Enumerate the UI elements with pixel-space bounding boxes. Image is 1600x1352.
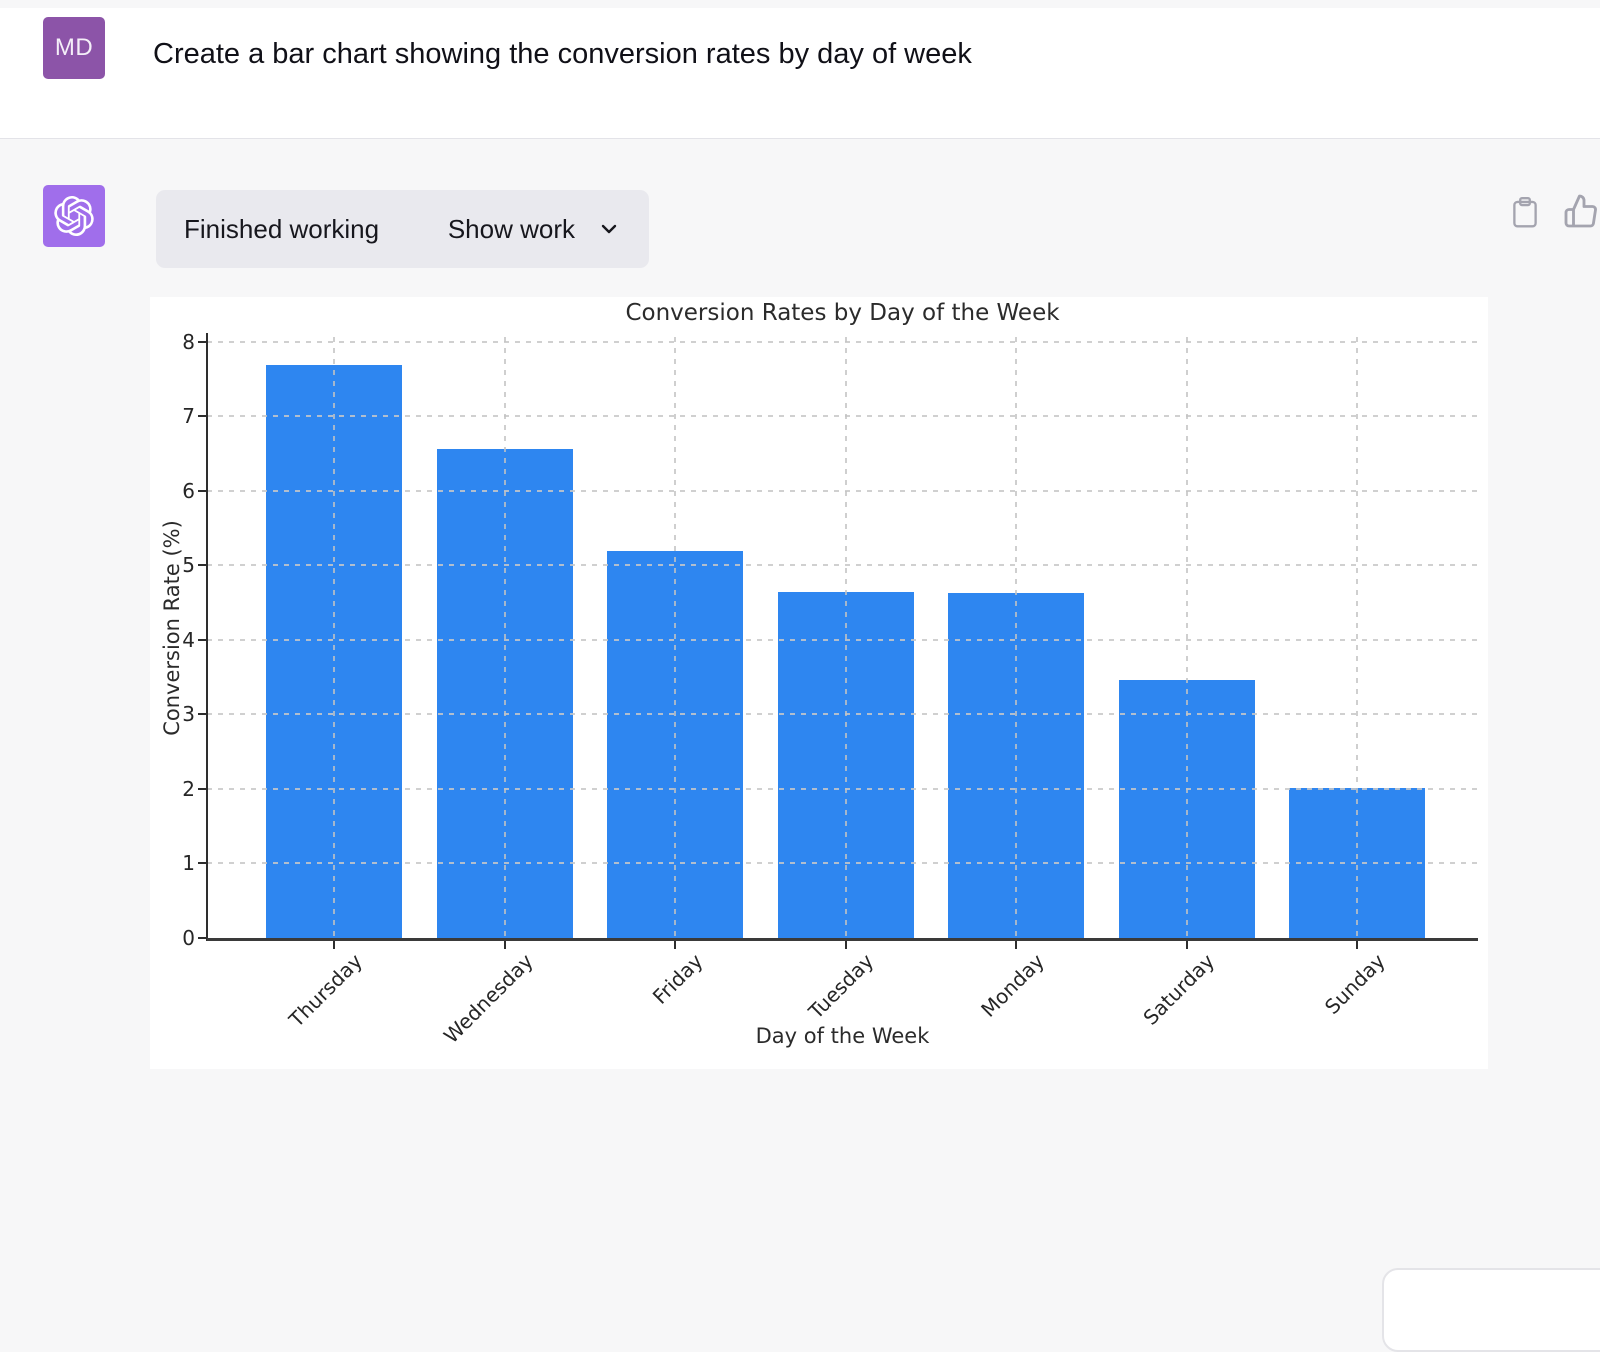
- x-tick-label: Thursday: [284, 949, 367, 1032]
- v-gridline: [503, 337, 506, 938]
- v-gridline: [1015, 337, 1017, 938]
- y-tick-mark: [198, 341, 206, 343]
- y-tick-mark: [198, 564, 206, 566]
- y-tick-mark: [198, 415, 206, 417]
- x-tick-label: Sunday: [1320, 949, 1390, 1019]
- v-gridline: [674, 337, 676, 938]
- y-tick-mark: [198, 788, 206, 790]
- assistant-message-row: Finished working Show work Conversion: [0, 185, 1600, 1352]
- y-tick-label: 5: [182, 553, 195, 577]
- thumbs-up-icon: [1562, 193, 1600, 229]
- floating-panel: [1382, 1268, 1600, 1352]
- chart: Conversion Rates by Day of the Week Conv…: [150, 297, 1488, 1069]
- plot-area: 0 1 2 3 4 5 6 7 8 Thursday Wednesday Friday Tuesday M…: [150, 297, 1488, 1069]
- x-tick-mark: [1185, 941, 1188, 949]
- y-tick-mark: [198, 937, 206, 939]
- y-tick-label: 6: [182, 479, 195, 503]
- h-gridline: [207, 639, 1478, 641]
- y-tick-label: 7: [182, 404, 195, 428]
- copy-button[interactable]: [1510, 195, 1542, 229]
- user-avatar-initials: MD: [54, 34, 94, 61]
- y-tick-mark: [198, 490, 206, 492]
- x-axis-spine: [207, 938, 1478, 941]
- y-tick-label: 4: [182, 628, 195, 652]
- v-gridline: [844, 337, 847, 938]
- x-axis-label: Day of the Week: [755, 1024, 930, 1048]
- x-tick-label: Saturday: [1138, 949, 1220, 1030]
- y-tick-mark: [198, 862, 206, 864]
- h-gridline: [207, 564, 1478, 566]
- user-message-text: Create a bar chart showing the conversio…: [153, 38, 972, 70]
- show-work-toggle[interactable]: Finished working Show work: [156, 190, 649, 268]
- show-work-label: Show work: [447, 213, 575, 244]
- x-tick-mark: [1356, 941, 1358, 949]
- y-tick-label: 0: [182, 926, 195, 950]
- x-tick-mark: [1015, 941, 1017, 949]
- x-tick-label: Monday: [976, 949, 1049, 1022]
- x-tick-label: Tuesday: [803, 949, 879, 1024]
- y-tick-mark: [198, 713, 206, 715]
- chart-title: Conversion Rates by Day of the Week: [625, 300, 1060, 326]
- y-axis-spine: [206, 333, 208, 941]
- y-tick-label: 8: [182, 330, 195, 354]
- x-tick-label: Friday: [648, 949, 708, 1009]
- v-gridline: [333, 337, 335, 938]
- h-gridline: [207, 788, 1478, 790]
- x-tick-mark: [844, 941, 847, 949]
- thumbs-up-button[interactable]: [1562, 192, 1600, 230]
- y-tick-label: 1: [182, 851, 195, 875]
- x-tick-mark: [333, 941, 335, 949]
- user-avatar: MD: [43, 17, 105, 79]
- user-message-row: MD Create a bar chart showing the conver…: [0, 8, 1600, 139]
- assistant-avatar: [43, 185, 105, 247]
- v-gridline: [1185, 337, 1188, 938]
- h-gridline: [207, 490, 1478, 492]
- openai-logo-icon: [54, 196, 94, 236]
- chevron-down-icon: [597, 217, 621, 241]
- y-tick-mark: [198, 639, 206, 641]
- status-text: Finished working: [184, 213, 380, 244]
- copy-icon: [1510, 195, 1542, 229]
- h-gridline: [207, 862, 1478, 864]
- v-gridline: [1356, 337, 1358, 938]
- h-gridline: [207, 341, 1478, 343]
- h-gridline: [207, 713, 1478, 715]
- x-tick-mark: [503, 941, 506, 949]
- y-tick-label: 3: [182, 702, 195, 726]
- x-tick-mark: [674, 941, 676, 949]
- h-gridline: [207, 415, 1478, 417]
- y-tick-label: 2: [182, 777, 195, 801]
